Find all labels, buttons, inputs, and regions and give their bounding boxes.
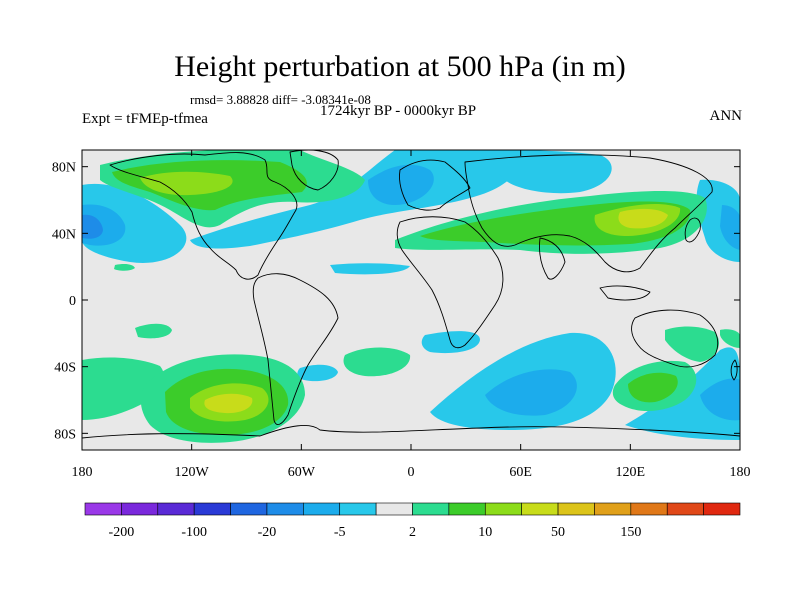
plot-title: Height perturbation at 500 hPa (in m) — [174, 50, 626, 83]
lon-tick-label: 120E — [616, 465, 646, 480]
lat-tick-label: 40S — [54, 361, 76, 376]
colorbar-label: -100 — [181, 525, 207, 540]
coast-new-zealand — [730, 359, 738, 381]
colorbar-swatch — [703, 502, 741, 516]
colorbar: -200 -100 -20 -5 2 10 50 150 — [84, 502, 741, 540]
coast-japan — [684, 217, 701, 243]
lon-tick-label: 180 — [730, 465, 751, 480]
negative-anomaly-regions — [82, 150, 740, 440]
lat-tick-label: 0 — [69, 294, 76, 309]
latitude-axis: 80N 40N 0 40S 80S — [52, 161, 740, 442]
colorbar-label: -20 — [258, 525, 277, 540]
season-label: ANN — [709, 108, 743, 124]
lon-tick-label: 60W — [288, 465, 316, 480]
colorbar-swatch — [521, 502, 559, 516]
lat-tick-label: 80S — [54, 427, 76, 442]
colorbar-swatch — [630, 502, 668, 516]
stats-label: rmsd= 3.88828 diff= -3.08341e-08 — [190, 92, 371, 107]
coastlines — [82, 150, 740, 439]
experiment-label: Expt = tFMEp-tfmea — [82, 111, 208, 127]
colorbar-label: -5 — [334, 525, 346, 540]
coast-india — [539, 237, 566, 280]
colorbar-swatch — [157, 502, 195, 516]
coast-antarctica — [82, 425, 740, 439]
coast-south-america — [252, 273, 339, 426]
lon-tick-label: 120W — [175, 465, 210, 480]
coast-north-america — [109, 152, 298, 280]
lat-tick-label: 40N — [52, 227, 76, 242]
colorbar-swatch — [84, 502, 122, 516]
longitude-axis: 180 120W 60W 0 60E 120E 180 — [72, 150, 751, 480]
contour-fill-layer — [82, 150, 740, 443]
colorbar-label: 10 — [478, 525, 492, 540]
coast-indonesia — [599, 285, 651, 301]
colorbar-swatch — [121, 502, 159, 516]
colorbar-swatch — [484, 502, 522, 516]
colorbar-label: 2 — [409, 525, 416, 540]
coast-africa — [396, 216, 504, 349]
colorbar-swatch — [666, 502, 704, 516]
colorbar-label: -200 — [109, 525, 135, 540]
colorbar-swatch — [557, 502, 595, 516]
colorbar-swatch — [412, 502, 450, 516]
lon-tick-label: 0 — [408, 465, 415, 480]
colorbar-label: 150 — [620, 525, 641, 540]
colorbar-swatch — [230, 502, 268, 516]
colorbar-swatch — [448, 502, 486, 516]
positive-anomaly-regions — [82, 150, 740, 443]
coast-asia — [464, 154, 713, 273]
period-label: 1724kyr BP - 0000kyr BP — [320, 103, 477, 119]
colorbar-swatch — [375, 502, 413, 516]
coast-greenland — [289, 150, 339, 191]
coast-europe — [399, 159, 471, 211]
lon-tick-label: 60E — [509, 465, 532, 480]
lon-tick-label: 180 — [72, 465, 93, 480]
colorbar-swatch — [339, 502, 377, 516]
coast-australia — [631, 309, 719, 368]
colorbar-swatch — [193, 502, 231, 516]
colorbar-label: 50 — [551, 525, 565, 540]
colorbar-swatch — [303, 502, 341, 516]
colorbar-swatch — [594, 502, 632, 516]
lat-tick-label: 80N — [52, 161, 76, 176]
colorbar-swatch — [266, 502, 304, 516]
